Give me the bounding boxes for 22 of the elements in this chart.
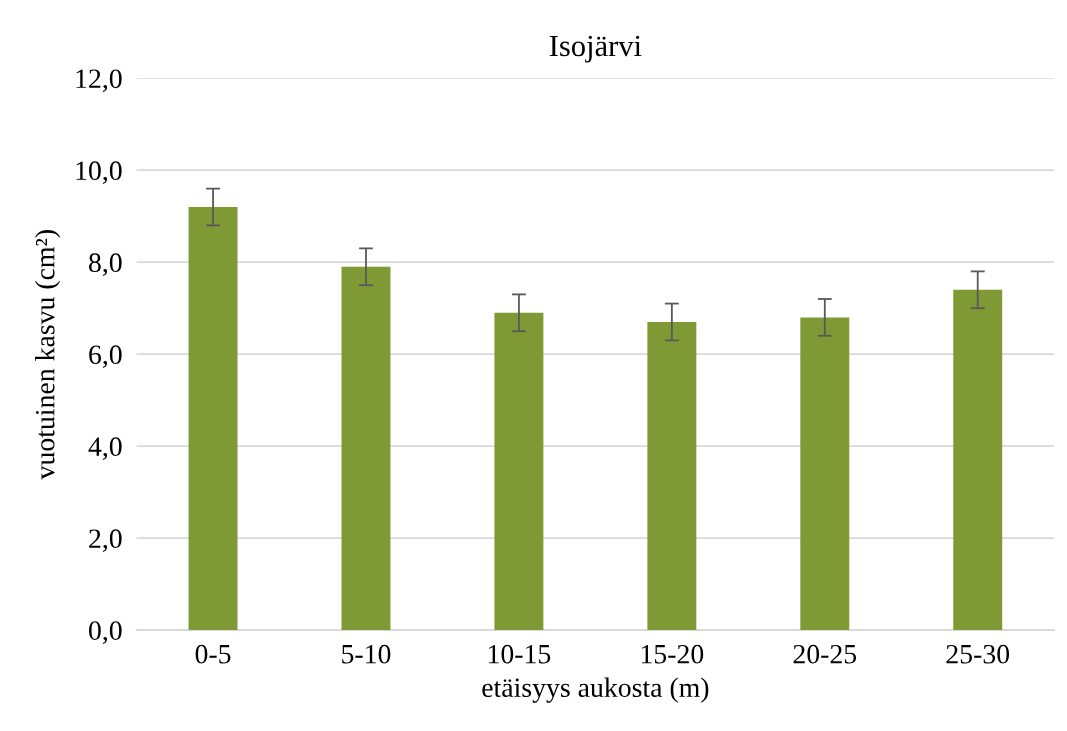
y-tick-label: 4,0 — [88, 437, 122, 461]
x-tick-label: 10-15 — [488, 644, 551, 664]
y-tick-label: 10,0 — [76, 161, 122, 185]
x-tick-label: 0-5 — [195, 644, 231, 664]
y-tick-label: 12,0 — [76, 69, 122, 93]
chart-title: Isojärvi — [549, 35, 642, 63]
bar — [953, 289, 1003, 631]
y-tick-label: 0,0 — [89, 621, 122, 645]
y-tick-label: 2,0 — [89, 529, 122, 553]
bar — [341, 266, 391, 631]
bar — [800, 317, 850, 631]
x-axis-title: etäisyys aukosta (m) — [482, 677, 709, 703]
bar — [647, 321, 697, 631]
y-tick-label: 6,0 — [89, 345, 122, 369]
y-tick-label: 8,0 — [89, 253, 122, 277]
x-tick-label: 20-25 — [793, 644, 857, 664]
y-axis-title: vuotuinen kasvu (cm²) — [35, 230, 61, 480]
bar — [188, 206, 238, 631]
x-tick-label: 25-30 — [946, 644, 1010, 664]
x-tick-label: 15-20 — [641, 644, 704, 664]
bar — [494, 312, 544, 631]
x-tick-label: 5-10 — [342, 644, 391, 664]
